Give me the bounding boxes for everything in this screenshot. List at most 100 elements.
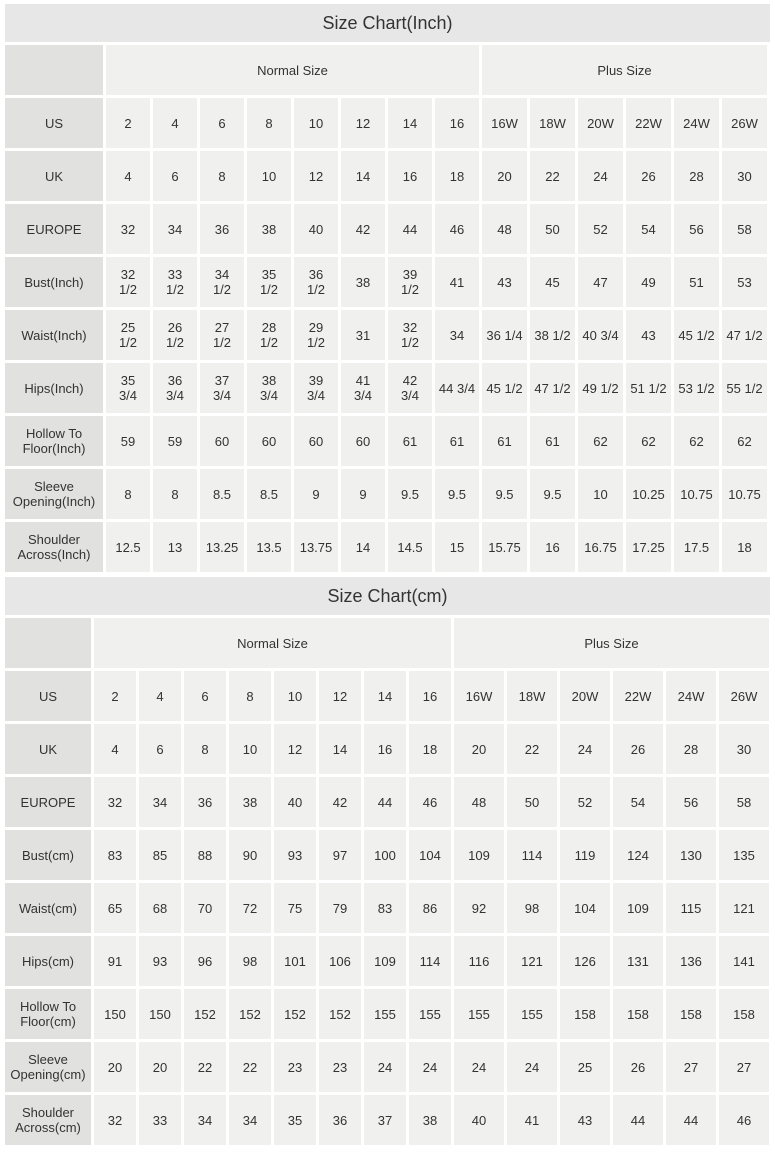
size-cell: 36 1/2 <box>294 257 338 307</box>
row-label: Hips(cm) <box>5 936 91 986</box>
size-cell: 72 <box>229 883 271 933</box>
size-cell: 38 <box>229 777 271 827</box>
size-cell: 37 <box>364 1095 406 1145</box>
size-cell: 33 1/2 <box>153 257 197 307</box>
size-cell: 18 <box>722 522 767 572</box>
table-row: Bust(Inch) 32 1/2 33 1/2 34 1/2 35 1/2 36 1/2… <box>5 257 767 307</box>
size-cell: 20 <box>482 151 527 201</box>
size-cell: 2 <box>106 98 150 148</box>
size-cell: 41 <box>507 1095 557 1145</box>
row-label: US <box>5 671 91 721</box>
size-cell: 61 <box>530 416 575 466</box>
size-cell: 43 <box>626 310 671 360</box>
size-cell: 34 <box>153 204 197 254</box>
size-cell: 55 1/2 <box>722 363 767 413</box>
size-cell: 9.5 <box>482 469 527 519</box>
size-cell: 27 <box>719 1042 769 1092</box>
size-cell: 6 <box>139 724 181 774</box>
size-cell: 15.75 <box>482 522 527 572</box>
size-cell: 62 <box>674 416 719 466</box>
size-cell: 45 1/2 <box>482 363 527 413</box>
size-cell: 38 3/4 <box>247 363 291 413</box>
size-cell: 12 <box>274 724 316 774</box>
size-cell: 13.5 <box>247 522 291 572</box>
table-row: Waist(cm) 65 68 70 72 75 79 83 86 92 98 104 109 115 12… <box>5 883 769 933</box>
size-cell: 10.75 <box>674 469 719 519</box>
table-row: UK 4 6 8 10 12 14 16 18 20 22 24 26 28 30 <box>5 724 769 774</box>
table-row: Sleeve Opening(Inch) 8 8 8.5 8.5 9 9 9.5 9.5 9.5 9… <box>5 469 767 519</box>
group-header-normal-size: Normal Size <box>106 45 479 95</box>
size-cell: 20 <box>454 724 504 774</box>
size-cell: 34 <box>184 1095 226 1145</box>
size-cell: 86 <box>409 883 451 933</box>
size-cell: 46 <box>409 777 451 827</box>
size-cell: 62 <box>578 416 623 466</box>
size-cell: 38 <box>409 1095 451 1145</box>
size-cell: 50 <box>530 204 575 254</box>
size-cell: 4 <box>94 724 136 774</box>
size-cell: 2 <box>94 671 136 721</box>
size-cell: 59 <box>106 416 150 466</box>
size-cell: 13.75 <box>294 522 338 572</box>
size-cell: 58 <box>722 204 767 254</box>
size-cell: 158 <box>613 989 663 1039</box>
size-cell: 22 <box>229 1042 271 1092</box>
size-cell: 46 <box>719 1095 769 1145</box>
row-label: Waist(cm) <box>5 883 91 933</box>
size-cell: 152 <box>229 989 271 1039</box>
size-cell: 62 <box>722 416 767 466</box>
size-cell: 56 <box>674 204 719 254</box>
size-cell: 14 <box>341 151 385 201</box>
row-label: Sleeve Opening(cm) <box>5 1042 91 1092</box>
size-cell: 44 <box>666 1095 716 1145</box>
size-cell: 32 <box>106 204 150 254</box>
size-cell: 16W <box>482 98 527 148</box>
size-cell: 13.25 <box>200 522 244 572</box>
size-cell: 42 <box>341 204 385 254</box>
size-cell: 28 <box>674 151 719 201</box>
size-cell: 38 <box>341 257 385 307</box>
size-cell: 104 <box>560 883 610 933</box>
size-cell: 124 <box>613 830 663 880</box>
group-header-row: Normal Size Plus Size <box>5 618 769 668</box>
size-cell: 9.5 <box>388 469 432 519</box>
size-cell: 40 <box>274 777 316 827</box>
size-chart-inch-table: Normal Size Plus Size US 2 4 6 8 10 12 14 16 16W 18… <box>2 42 770 575</box>
size-cell: 98 <box>229 936 271 986</box>
size-cell: 83 <box>364 883 406 933</box>
size-cell: 28 <box>666 724 716 774</box>
size-chart-cm-title: Size Chart(cm) <box>5 577 770 615</box>
row-label: US <box>5 98 103 148</box>
size-cell: 26 <box>613 1042 663 1092</box>
size-cell: 14 <box>388 98 432 148</box>
size-cell: 10.75 <box>722 469 767 519</box>
table-row: Shoulder Across(Inch) 12.5 13 13.25 13.5 13.7… <box>5 522 767 572</box>
table-row: UK 4 6 8 10 12 14 16 18 20 22 24 26 28 30 <box>5 151 767 201</box>
table-row: Shoulder Across(cm) 32 33 34 34 35 36 37 38 40 41 4… <box>5 1095 769 1145</box>
size-cell: 155 <box>364 989 406 1039</box>
size-cell: 52 <box>560 777 610 827</box>
size-cell: 22W <box>626 98 671 148</box>
size-cell: 93 <box>139 936 181 986</box>
size-cell: 32 1/2 <box>106 257 150 307</box>
size-cell: 88 <box>184 830 226 880</box>
size-cell: 14 <box>319 724 361 774</box>
size-cell: 16 <box>530 522 575 572</box>
size-cell: 60 <box>200 416 244 466</box>
size-cell: 18 <box>435 151 479 201</box>
size-cell: 52 <box>578 204 623 254</box>
size-cell: 16W <box>454 671 504 721</box>
size-cell: 9.5 <box>530 469 575 519</box>
size-cell: 12 <box>319 671 361 721</box>
size-cell: 8.5 <box>247 469 291 519</box>
row-label: EUROPE <box>5 777 91 827</box>
size-cell: 4 <box>153 98 197 148</box>
table-row: Sleeve Opening(cm) 20 20 22 22 23 23 24 24 24 24 25… <box>5 1042 769 1092</box>
size-cell: 33 <box>139 1095 181 1145</box>
size-cell: 31 <box>341 310 385 360</box>
size-cell: 8 <box>247 98 291 148</box>
size-cell: 20W <box>578 98 623 148</box>
size-cell: 46 <box>435 204 479 254</box>
table-row: Hips(cm) 91 93 96 98 101 106 109 114 116 121 126 131… <box>5 936 769 986</box>
